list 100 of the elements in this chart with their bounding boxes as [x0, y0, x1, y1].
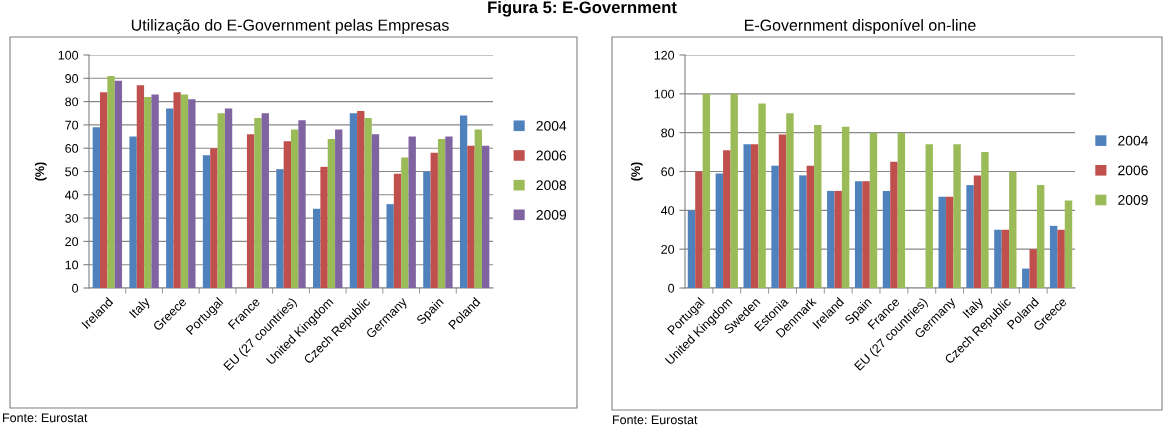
y-tick-label: 20	[65, 237, 79, 247]
bar	[481, 145, 490, 288]
bar	[298, 120, 306, 288]
source-note: Fonte: Eurostat	[613, 415, 698, 425]
bar	[1036, 185, 1045, 288]
y-tick-label: 0	[72, 283, 79, 293]
bar	[778, 134, 787, 288]
bar	[386, 204, 394, 288]
bar	[981, 152, 989, 288]
bar	[364, 117, 372, 288]
bar	[973, 175, 982, 288]
bar	[261, 113, 269, 288]
bar	[320, 166, 328, 288]
legend-label: 2006	[536, 150, 567, 161]
legend-label: 2009	[536, 209, 567, 220]
bar	[276, 169, 284, 288]
bar	[743, 144, 751, 288]
bar	[144, 96, 152, 288]
y-tick-label: 60	[65, 144, 79, 153]
bar	[806, 165, 815, 288]
bar	[371, 134, 380, 288]
bar	[890, 161, 898, 288]
y-tick-label: 60	[661, 167, 675, 177]
bar	[994, 229, 1002, 288]
bar	[188, 99, 196, 288]
legend-label: 2008	[536, 180, 567, 191]
bar	[166, 108, 174, 288]
bar	[467, 145, 475, 288]
bar	[925, 144, 933, 288]
bar	[687, 210, 696, 288]
bar	[210, 148, 218, 288]
bar	[313, 208, 321, 288]
bar	[474, 129, 482, 288]
bar	[114, 80, 123, 288]
bar	[1057, 229, 1065, 288]
bar	[224, 108, 233, 288]
bar	[437, 138, 446, 288]
bar	[151, 94, 159, 288]
bar	[758, 103, 766, 288]
bar	[136, 85, 145, 288]
bar	[715, 173, 724, 288]
legend-label: 2004	[1118, 135, 1149, 146]
bar	[401, 157, 409, 288]
y-tick-label: 80	[661, 128, 675, 138]
bar	[882, 190, 891, 288]
bar	[695, 171, 703, 288]
bar	[335, 129, 343, 288]
bar	[92, 127, 101, 288]
bar	[445, 136, 453, 288]
bar	[1022, 268, 1030, 288]
bar	[349, 113, 358, 288]
y-tick-label: 20	[661, 244, 675, 254]
bar	[107, 75, 115, 288]
bar	[750, 144, 759, 288]
y-tick-label: 0	[668, 283, 675, 293]
bar	[862, 181, 870, 288]
y-tick-label: 70	[65, 120, 79, 130]
legend-label: 2006	[1118, 165, 1148, 176]
y-tick-label: 40	[660, 206, 675, 215]
y-tick-label: 10	[65, 260, 79, 270]
bar	[357, 110, 365, 288]
bar	[869, 132, 878, 288]
bar	[430, 152, 438, 288]
bar	[254, 117, 262, 288]
bar	[966, 185, 974, 288]
bar	[723, 150, 731, 288]
bar	[327, 138, 336, 288]
y-tick-label: 120	[654, 50, 675, 60]
bar	[938, 196, 946, 288]
bar	[841, 126, 850, 288]
bar	[786, 113, 794, 288]
bar	[945, 196, 954, 288]
y-axis-title: (%)	[34, 162, 47, 181]
bar	[702, 93, 711, 288]
bar	[730, 93, 738, 288]
bar	[408, 136, 416, 288]
bar	[459, 115, 468, 288]
y-tick-label: 100	[58, 50, 79, 60]
bar	[202, 155, 211, 288]
legend-label: 2009	[1118, 195, 1148, 205]
y-tick-label: 100	[654, 89, 675, 99]
y-axis-title: (%)	[630, 162, 643, 181]
bar	[283, 141, 291, 288]
bar	[1064, 200, 1073, 288]
y-tick-label: 80	[65, 97, 79, 107]
y-tick-label: 40	[64, 190, 79, 200]
bar	[180, 94, 189, 288]
bar	[1009, 171, 1017, 288]
bar	[291, 129, 299, 288]
x-tick-label: Italy	[128, 296, 153, 320]
source-note: Fonte: Eurostat	[3, 413, 88, 423]
text: Figura 5: E-Government	[488, 1, 677, 17]
bar	[1049, 225, 1058, 288]
y-tick-label: 30	[65, 213, 79, 223]
bar	[129, 136, 137, 288]
bar	[854, 181, 863, 288]
bar	[423, 171, 431, 288]
bar	[1029, 249, 1037, 288]
bar	[827, 190, 835, 288]
bar	[393, 173, 402, 288]
